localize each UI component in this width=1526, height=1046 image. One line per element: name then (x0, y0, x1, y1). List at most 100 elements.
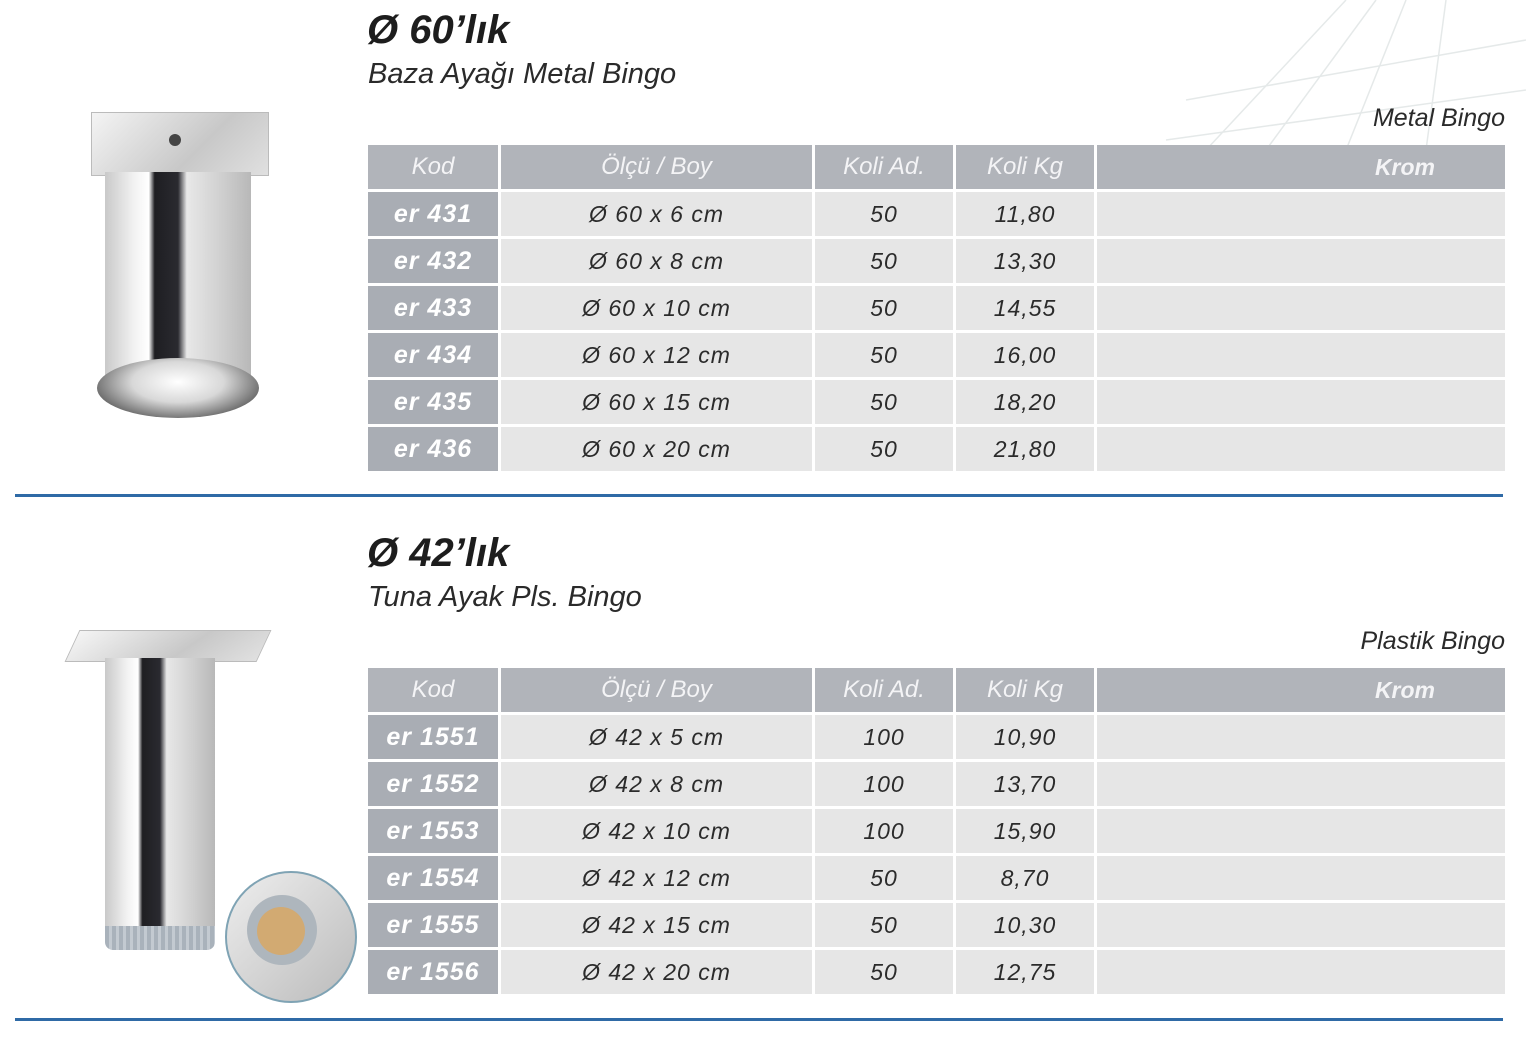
header-krom: Krom (1097, 145, 1505, 189)
cell-kod: er 432 (368, 239, 498, 283)
cell-koli-ad: 50 (815, 950, 953, 994)
table-row: er 435 Ø 60 x 15 cm 50 18,20 (368, 380, 1505, 424)
cell-olcu: Ø 42 x 20 cm (501, 950, 812, 994)
detail-inset-circle (225, 871, 357, 1003)
cell-krom (1097, 380, 1505, 424)
cell-olcu: Ø 42 x 15 cm (501, 903, 812, 947)
product-table: Kod Ölçü / Boy Koli Ad. Koli Kg Krom er 1551 Ø… (365, 665, 1508, 997)
cell-olcu: Ø 42 x 12 cm (501, 856, 812, 900)
cell-kod: er 1552 (368, 762, 498, 806)
cell-koli-ad: 50 (815, 903, 953, 947)
cell-koli-ad: 50 (815, 192, 953, 236)
table-row: er 1555 Ø 42 x 15 cm 50 10,30 (368, 903, 1505, 947)
background-watermark (1165, 0, 1526, 150)
cell-koli-kg: 10,30 (956, 903, 1094, 947)
cell-krom (1097, 950, 1505, 994)
cell-krom (1097, 809, 1505, 853)
header-kod: Kod (368, 668, 498, 712)
cell-koli-kg: 16,00 (956, 333, 1094, 377)
header-krom: Krom (1097, 668, 1505, 712)
cell-koli-ad: 50 (815, 856, 953, 900)
cell-koli-ad: 100 (815, 809, 953, 853)
cell-koli-ad: 100 (815, 715, 953, 759)
cell-kod: er 1554 (368, 856, 498, 900)
cell-krom (1097, 856, 1505, 900)
header-kod: Kod (368, 145, 498, 189)
header-koli-kg: Koli Kg (956, 668, 1094, 712)
cell-krom (1097, 286, 1505, 330)
cell-koli-kg: 14,55 (956, 286, 1094, 330)
cell-krom (1097, 903, 1505, 947)
cell-krom (1097, 427, 1505, 471)
cell-koli-kg: 13,70 (956, 762, 1094, 806)
table-row: er 1551 Ø 42 x 5 cm 100 10,90 (368, 715, 1505, 759)
material-label: Plastik Bingo (1360, 627, 1505, 655)
cell-krom (1097, 762, 1505, 806)
cell-krom (1097, 192, 1505, 236)
section-divider (15, 1018, 1503, 1021)
cell-koli-ad: 50 (815, 380, 953, 424)
cell-kod: er 434 (368, 333, 498, 377)
cell-koli-kg: 10,90 (956, 715, 1094, 759)
section-subtitle: Baza Ayağı Metal Bingo (368, 58, 677, 90)
cell-koli-kg: 11,80 (956, 192, 1094, 236)
table-header-row: Kod Ölçü / Boy Koli Ad. Koli Kg Krom (368, 145, 1505, 189)
cell-koli-kg: 13,30 (956, 239, 1094, 283)
cell-olcu: Ø 60 x 15 cm (501, 380, 812, 424)
cell-olcu: Ø 60 x 20 cm (501, 427, 812, 471)
cell-koli-kg: 15,90 (956, 809, 1094, 853)
cell-krom (1097, 333, 1505, 377)
product-table: Kod Ölçü / Boy Koli Ad. Koli Kg Krom er 431 Ø … (365, 142, 1508, 474)
cell-kod: er 431 (368, 192, 498, 236)
table-row: er 1553 Ø 42 x 10 cm 100 15,90 (368, 809, 1505, 853)
table-row: er 436 Ø 60 x 20 cm 50 21,80 (368, 427, 1505, 471)
header-koli-ad: Koli Ad. (815, 145, 953, 189)
product-image-plastic-leg (64, 628, 360, 1008)
header-koli-kg: Koli Kg (956, 145, 1094, 189)
product-section-42: Ø 42’lık Tuna Ayak Pls. Bingo Plastik Bi… (0, 523, 1526, 1046)
cell-koli-ad: 50 (815, 333, 953, 377)
material-label: Metal Bingo (1372, 104, 1505, 132)
product-section-60: Ø 60’lık Baza Ayağı Metal Bingo Metal Bi… (85, 8, 1508, 474)
cell-kod: er 435 (368, 380, 498, 424)
section-divider (15, 494, 1503, 497)
cell-olcu: Ø 42 x 8 cm (501, 762, 812, 806)
table-row: er 1552 Ø 42 x 8 cm 100 13,70 (368, 762, 1505, 806)
table-header-row: Kod Ölçü / Boy Koli Ad. Koli Kg Krom (368, 668, 1505, 712)
product-image-metal-leg (85, 110, 275, 425)
cell-kod: er 436 (368, 427, 498, 471)
header-olcu-boy: Ölçü / Boy (501, 145, 812, 189)
cell-olcu: Ø 42 x 5 cm (501, 715, 812, 759)
header-koli-ad: Koli Ad. (815, 668, 953, 712)
cell-koli-ad: 50 (815, 427, 953, 471)
section-title: Ø 60’lık (367, 8, 510, 52)
table-row: er 1554 Ø 42 x 12 cm 50 8,70 (368, 856, 1505, 900)
cell-kod: er 1551 (368, 715, 498, 759)
cell-olcu: Ø 60 x 12 cm (501, 333, 812, 377)
cell-kod: er 433 (368, 286, 498, 330)
cell-kod: er 1555 (368, 903, 498, 947)
cell-olcu: Ø 60 x 10 cm (501, 286, 812, 330)
cell-krom (1097, 715, 1505, 759)
cell-kod: er 1553 (368, 809, 498, 853)
cell-krom (1097, 239, 1505, 283)
cell-koli-ad: 50 (815, 286, 953, 330)
cell-koli-kg: 12,75 (956, 950, 1094, 994)
table-row: er 1556 Ø 42 x 20 cm 50 12,75 (368, 950, 1505, 994)
cell-koli-kg: 8,70 (956, 856, 1094, 900)
cell-koli-ad: 50 (815, 239, 953, 283)
cell-kod: er 1556 (368, 950, 498, 994)
table-row: er 434 Ø 60 x 12 cm 50 16,00 (368, 333, 1505, 377)
table-row: er 431 Ø 60 x 6 cm 50 11,80 (368, 192, 1505, 236)
cell-koli-kg: 18,20 (956, 380, 1094, 424)
section-title: Ø 42’lık (367, 531, 510, 575)
cell-olcu: Ø 60 x 8 cm (501, 239, 812, 283)
section-subtitle: Tuna Ayak Pls. Bingo (368, 581, 642, 613)
cell-olcu: Ø 60 x 6 cm (501, 192, 812, 236)
table-row: er 432 Ø 60 x 8 cm 50 13,30 (368, 239, 1505, 283)
header-olcu-boy: Ölçü / Boy (501, 668, 812, 712)
table-row: er 433 Ø 60 x 10 cm 50 14,55 (368, 286, 1505, 330)
cell-koli-kg: 21,80 (956, 427, 1094, 471)
cell-olcu: Ø 42 x 10 cm (501, 809, 812, 853)
cell-koli-ad: 100 (815, 762, 953, 806)
